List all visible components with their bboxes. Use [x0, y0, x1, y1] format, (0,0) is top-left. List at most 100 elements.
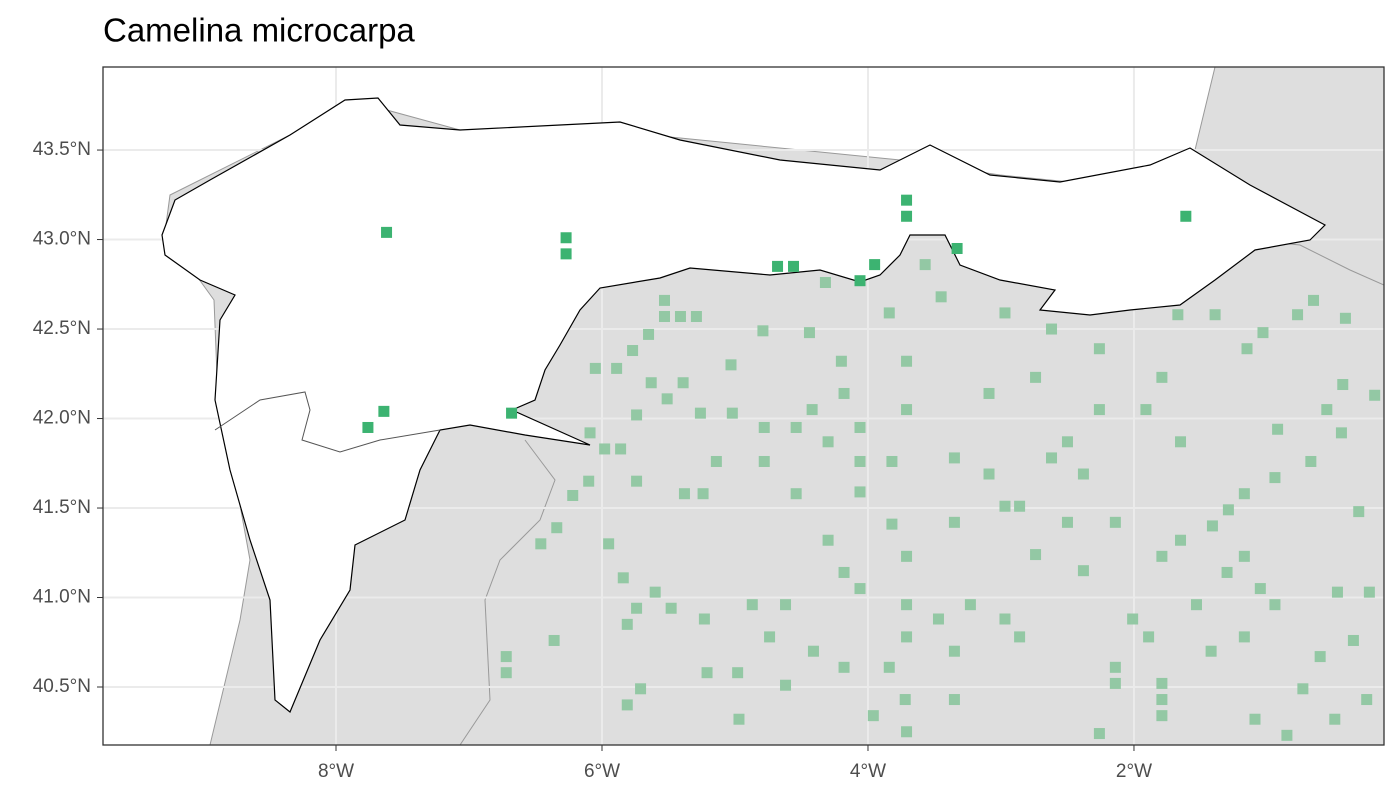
occurrence-point	[1156, 550, 1168, 562]
occurrence-point	[615, 443, 627, 455]
occurrence-point	[1329, 713, 1341, 725]
occurrence-point	[1156, 694, 1168, 706]
occurrence-point	[1156, 371, 1168, 383]
occurrence-point	[643, 328, 655, 340]
occurrence-point	[1254, 583, 1266, 595]
occurrence-point	[560, 248, 572, 260]
y-tick-label: 43.5°N	[33, 139, 91, 160]
y-tick-label: 42.0°N	[33, 408, 91, 429]
occurrence-point	[854, 421, 866, 433]
occurrence-point	[854, 455, 866, 467]
occurrence-point	[1249, 713, 1261, 725]
occurrence-point	[649, 586, 661, 598]
occurrence-point	[1077, 468, 1089, 480]
x-tick-label: 4°W	[850, 761, 886, 782]
occurrence-point	[948, 516, 960, 528]
occurrence-point	[1337, 379, 1349, 391]
occurrence-point	[1046, 452, 1058, 464]
occurrence-point	[899, 694, 911, 706]
occurrence-point	[948, 645, 960, 657]
occurrence-point	[1109, 677, 1121, 689]
occurrence-point	[901, 599, 913, 611]
occurrence-point	[1093, 343, 1105, 355]
occurrence-point	[806, 404, 818, 416]
occurrence-point	[1308, 294, 1320, 306]
occurrence-point	[935, 291, 947, 303]
occurrence-point	[599, 443, 611, 455]
occurrence-point	[1014, 500, 1026, 512]
occurrence-point	[1335, 427, 1347, 439]
occurrence-point	[665, 602, 677, 614]
occurrence-point	[1140, 404, 1152, 416]
x-tick-label: 8°W	[318, 761, 354, 782]
occurrence-point	[819, 276, 831, 288]
occurrence-point	[1175, 436, 1187, 448]
occurrence-point	[1061, 436, 1073, 448]
occurrence-point	[603, 538, 615, 550]
occurrence-point	[790, 421, 802, 433]
occurrence-point	[901, 194, 913, 206]
occurrence-point	[1205, 645, 1217, 657]
occurrence-point	[560, 232, 572, 244]
occurrence-point	[838, 566, 850, 578]
occurrence-point	[1093, 728, 1105, 740]
occurrence-point	[548, 634, 560, 646]
occurrence-point	[678, 488, 690, 500]
occurrence-point	[964, 599, 976, 611]
occurrence-point	[1269, 599, 1281, 611]
occurrence-point	[919, 259, 931, 271]
occurrence-point	[1281, 729, 1293, 741]
y-tick-label: 40.5°N	[33, 676, 91, 697]
occurrence-point	[674, 311, 686, 323]
occurrence-point	[1093, 404, 1105, 416]
occurrence-point	[901, 210, 913, 222]
occurrence-point	[1238, 488, 1250, 500]
occurrence-point	[732, 667, 744, 679]
occurrence-point	[1269, 472, 1281, 484]
occurrence-point	[1156, 677, 1168, 689]
occurrence-point	[659, 311, 671, 323]
occurrence-point	[725, 359, 737, 371]
chart-title: Camelina microcarpa	[103, 12, 415, 49]
occurrence-point	[983, 468, 995, 480]
y-tick-label: 42.5°N	[33, 318, 91, 339]
region-border	[214, 391, 441, 453]
x-tick-label: 2°W	[1116, 761, 1152, 782]
occurrence-point	[1238, 550, 1250, 562]
occurrence-point	[758, 455, 770, 467]
occurrence-point	[567, 489, 579, 501]
occurrence-point	[790, 488, 802, 500]
occurrence-point	[838, 387, 850, 399]
occurrence-point	[901, 726, 913, 738]
occurrence-point	[635, 683, 647, 695]
plot-frame	[102, 66, 1385, 746]
occurrence-point	[951, 242, 963, 254]
occurrence-point	[726, 407, 738, 419]
occurrence-point	[788, 260, 800, 272]
occurrence-point	[999, 307, 1011, 319]
occurrence-point	[869, 259, 881, 271]
occurrence-point	[1241, 343, 1253, 355]
occurrence-point	[838, 661, 850, 673]
occurrence-point	[854, 486, 866, 498]
occurrence-point	[1180, 210, 1192, 222]
occurrence-point	[589, 362, 601, 374]
occurrence-point	[999, 500, 1011, 512]
occurrence-point	[948, 452, 960, 464]
occurrence-point	[807, 645, 819, 657]
x-tick-label: 6°W	[584, 761, 620, 782]
occurrence-point	[1014, 631, 1026, 643]
occurrence-point	[1363, 586, 1375, 598]
occurrence-point	[690, 311, 702, 323]
occurrence-point	[694, 407, 706, 419]
occurrence-point	[1339, 312, 1351, 324]
occurrence-point	[1206, 520, 1218, 532]
occurrence-point	[645, 377, 657, 389]
occurrence-point	[659, 294, 671, 306]
occurrence-point	[1209, 309, 1221, 321]
occurrence-point	[757, 325, 769, 337]
occurrence-point	[1361, 694, 1373, 706]
occurrence-point	[1156, 710, 1168, 722]
occurrence-point	[733, 713, 745, 725]
occurrence-point	[627, 345, 639, 357]
